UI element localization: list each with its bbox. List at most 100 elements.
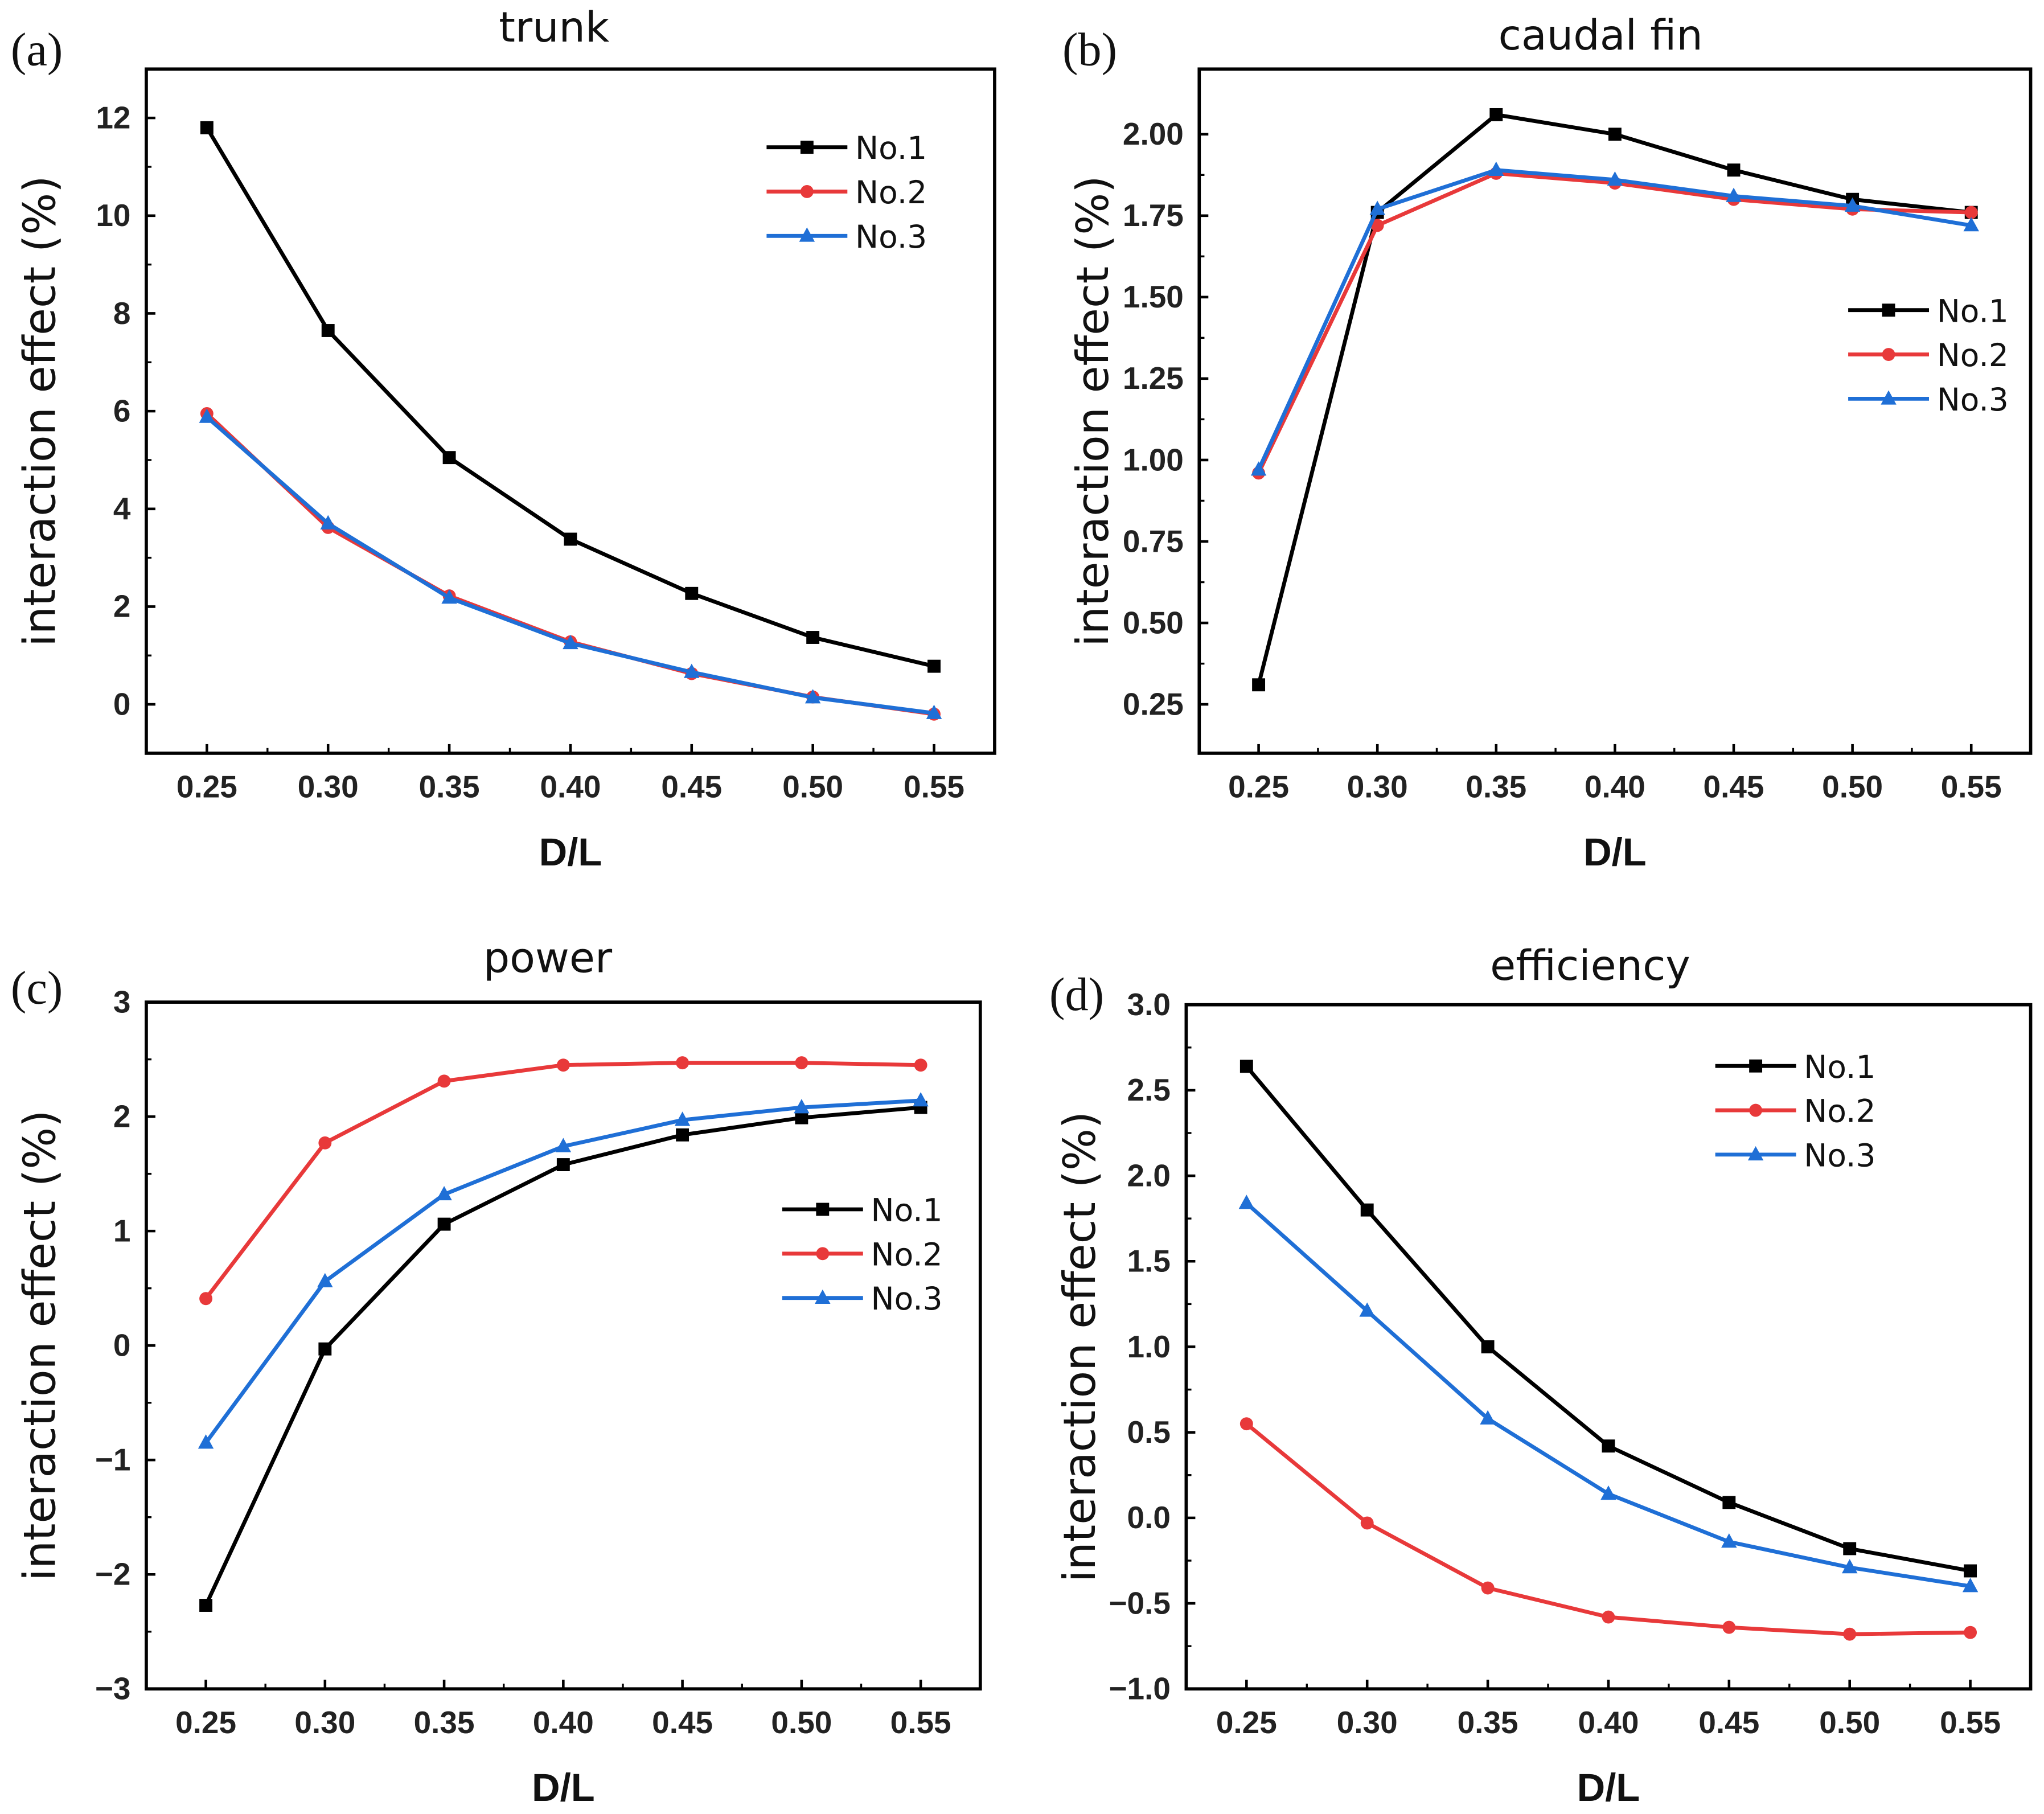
x-axis-label: D/L (539, 830, 602, 874)
legend-marker (1747, 1146, 1764, 1161)
y-tick-label: 1.0 (1127, 1329, 1171, 1364)
data-point (1250, 461, 1267, 476)
x-tick-label: 0.35 (414, 1705, 475, 1740)
x-axis-label: D/L (1577, 1766, 1640, 1809)
legend-entry: No.3 (782, 1281, 943, 1317)
data-point (1239, 1417, 1253, 1431)
data-point (805, 689, 821, 704)
x-tick-label: 0.55 (1940, 1705, 2001, 1740)
legend-entry: No.2 (1848, 337, 2009, 374)
x-axis-label: D/L (1583, 830, 1647, 874)
legend-marker (1749, 1103, 1763, 1117)
data-point (674, 1111, 691, 1126)
data-point (1369, 200, 1385, 215)
data-point (927, 659, 941, 673)
legend-entry: No.3 (1848, 381, 2009, 418)
x-tick-label: 0.30 (298, 769, 359, 805)
data-point (1962, 1578, 1979, 1593)
data-point (1481, 1340, 1495, 1353)
legend-entry: No.2 (1715, 1093, 1875, 1130)
legend-label: No.1 (855, 130, 927, 166)
data-point (794, 1099, 810, 1114)
data-point (1360, 1203, 1374, 1217)
y-tick-label: 3 (113, 984, 131, 1019)
y-tick-label: 1 (113, 1213, 131, 1248)
data-point (676, 1056, 689, 1070)
data-point (437, 1217, 451, 1231)
data-point (556, 1158, 570, 1171)
panel-label: (c) (11, 962, 63, 1013)
legend-entry: No.2 (766, 174, 927, 211)
legend-entry: No.3 (1715, 1137, 1875, 1173)
data-point (685, 586, 699, 600)
x-tick-label: 0.50 (1822, 769, 1883, 805)
x-tick-label: 0.30 (294, 1705, 355, 1740)
data-point (1843, 1627, 1857, 1641)
chart-title: caudal fin (1499, 11, 1703, 60)
data-point (556, 1058, 570, 1072)
series-line (204, 1105, 921, 1606)
data-point (441, 589, 457, 604)
series-line (204, 1061, 921, 1300)
data-point (320, 515, 336, 530)
data-point (926, 704, 942, 719)
legend-entry: No.2 (782, 1236, 943, 1273)
legend-label: No.1 (1804, 1049, 1875, 1085)
data-point (676, 1128, 689, 1142)
chart-panel-4: (d) efficiency 0.25 0.30 0.35 0.40 0.45 0.50 0.5… (1049, 942, 2033, 1809)
x-tick-label: 0.30 (1347, 769, 1408, 805)
data-point (1726, 187, 1742, 202)
data-point (795, 1056, 808, 1070)
series-no-3 (199, 408, 942, 719)
y-axis-label: interaction effect (%) (1068, 175, 1119, 646)
series-no-3 (1238, 1195, 1979, 1593)
y-tick-label: −1 (95, 1442, 131, 1478)
data-point (1964, 206, 1978, 219)
legend-entry: No.1 (782, 1192, 943, 1229)
data-point (1722, 1620, 1736, 1634)
legend-entry: No.1 (1848, 293, 2009, 329)
data-point (318, 1342, 332, 1356)
data-point (1721, 1533, 1737, 1548)
x-tick-label: 0.50 (782, 769, 843, 805)
x-tick-label: 0.55 (890, 1705, 951, 1740)
x-tick-label: 0.45 (661, 769, 722, 805)
series-no-1 (1239, 1060, 1977, 1578)
chart-panel-1: (a) trunk 0.25 0.30 0.35 0.40 0.45 0.50 0.55 0 2 4 6… (11, 3, 996, 874)
data-point (1963, 217, 1979, 232)
data-point (1602, 1439, 1615, 1453)
data-point (321, 324, 335, 337)
data-point (198, 1434, 214, 1449)
legend-label: No.3 (871, 1281, 943, 1317)
y-tick-label: −2 (95, 1557, 131, 1592)
series-no-3 (198, 1092, 929, 1449)
y-tick-label: 2 (113, 589, 131, 624)
y-tick-label: 4 (113, 491, 131, 526)
y-tick-label: 0.5 (1127, 1414, 1171, 1450)
data-point (1964, 1564, 1977, 1578)
data-point (1608, 128, 1622, 141)
legend-label: No.1 (1937, 293, 2009, 329)
y-tick-label: −3 (95, 1671, 131, 1706)
data-point (563, 634, 578, 650)
series-no-3 (1250, 161, 1979, 476)
legend-marker (815, 1289, 831, 1304)
x-tick-label: 0.25 (1216, 1705, 1277, 1740)
y-tick-label: 12 (96, 100, 130, 135)
data-point (1843, 1542, 1857, 1556)
panel-label: (a) (11, 23, 63, 75)
x-tick-label: 0.50 (1819, 1705, 1880, 1740)
y-tick-label: 1.00 (1123, 442, 1184, 477)
series-line (1245, 1422, 1971, 1636)
legend-label: No.3 (1937, 381, 2009, 418)
y-tick-label: 0.75 (1123, 523, 1184, 559)
legend-marker (1882, 348, 1895, 361)
data-point (442, 451, 456, 465)
y-tick-label: 1.75 (1123, 198, 1184, 233)
series-no-2 (1252, 166, 1978, 480)
y-axis-label: interaction effect (%) (15, 175, 66, 646)
data-point (564, 532, 577, 546)
panel-label: (b) (1062, 23, 1117, 75)
y-tick-label: 0.0 (1127, 1500, 1171, 1535)
